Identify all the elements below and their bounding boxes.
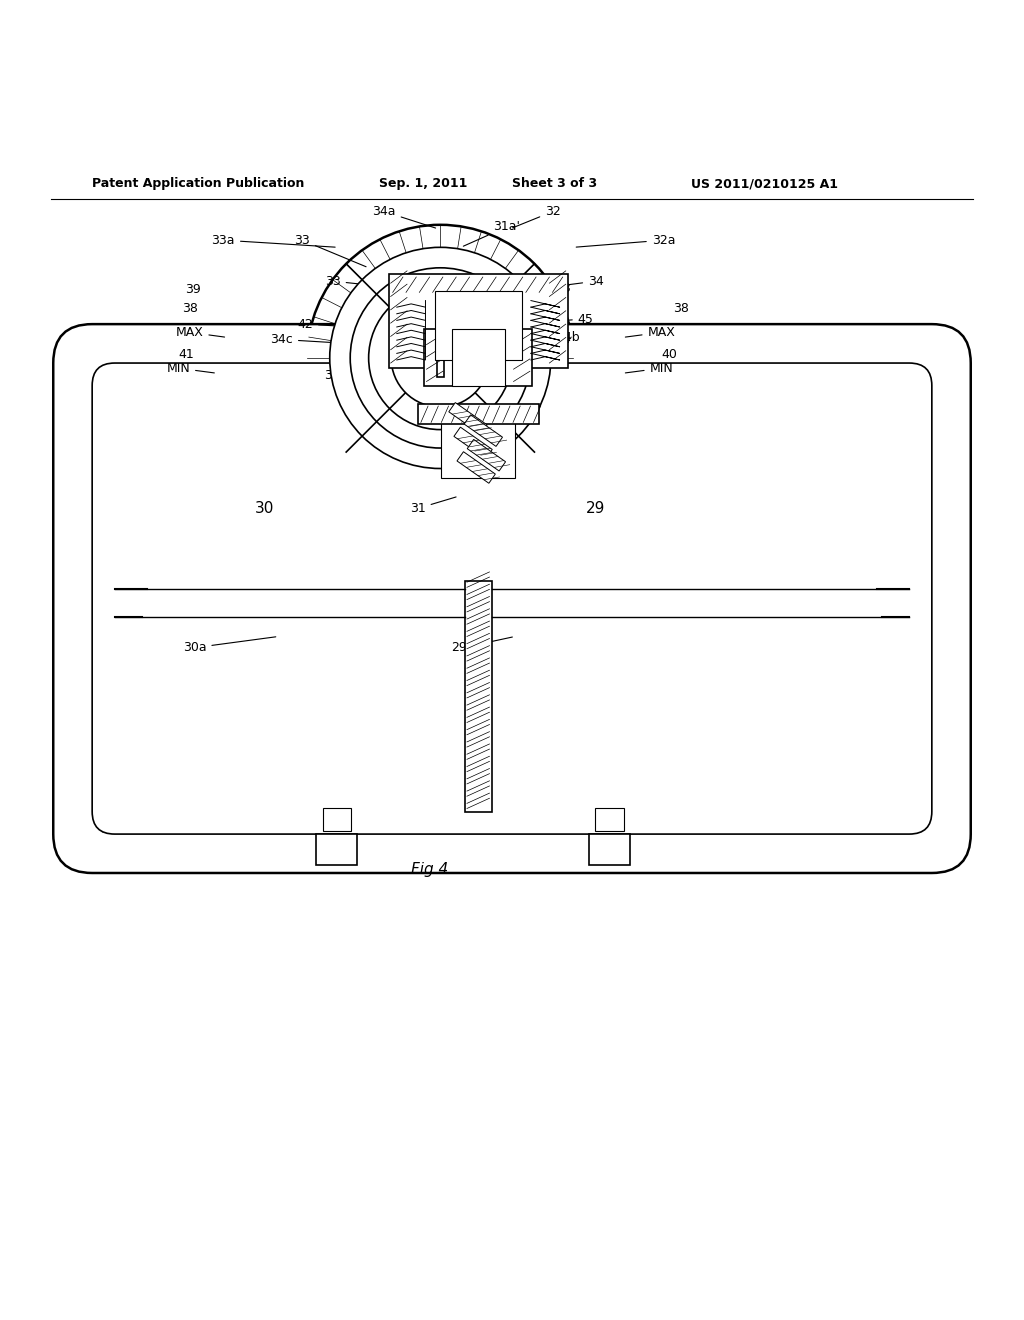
Polygon shape [449, 403, 487, 434]
Bar [595, 808, 624, 832]
Text: 33: 33 [325, 275, 407, 289]
Text: 31a': 31a' [372, 379, 435, 392]
Polygon shape [464, 414, 503, 446]
Text: 34c': 34c' [279, 450, 360, 475]
Text: 31a: 31a [417, 389, 458, 403]
Text: 34b: 34b [500, 331, 581, 350]
Text: 30: 30 [255, 502, 273, 516]
Text: Sheet 3 of 3: Sheet 3 of 3 [512, 177, 597, 190]
Text: 44: 44 [510, 333, 571, 346]
Bar [452, 329, 505, 385]
Polygon shape [454, 428, 493, 458]
Bar [425, 329, 532, 385]
Text: MAX: MAX [175, 326, 224, 339]
Bar [465, 581, 492, 812]
Text: 38: 38 [182, 302, 199, 315]
Text: 30a: 30a [182, 636, 275, 655]
Text: 38: 38 [673, 302, 689, 315]
Text: 29: 29 [587, 502, 605, 516]
Text: 41: 41 [178, 348, 195, 362]
Bar [418, 404, 539, 425]
FancyBboxPatch shape [92, 363, 932, 834]
Text: MAX: MAX [626, 326, 676, 339]
Text: 29a: 29a [452, 638, 512, 655]
Text: MIN: MIN [626, 362, 674, 375]
Text: 34b': 34b' [510, 449, 574, 475]
Text: 31a': 31a' [463, 220, 520, 247]
Text: 39: 39 [184, 282, 201, 296]
Circle shape [330, 247, 551, 469]
Text: 45: 45 [510, 313, 594, 326]
Text: Patent Application Publication: Patent Application Publication [92, 177, 304, 190]
Text: 31: 31 [410, 496, 456, 515]
Text: 33a: 33a [212, 234, 335, 247]
Text: 34c: 34c [270, 333, 381, 346]
Bar [435, 292, 522, 360]
Text: 34: 34 [520, 275, 604, 290]
Circle shape [369, 286, 512, 429]
Circle shape [307, 224, 573, 491]
Bar [316, 834, 357, 865]
Text: 40: 40 [662, 348, 678, 362]
Text: 34c: 34c [325, 368, 391, 381]
Bar [323, 808, 351, 832]
Text: MIN: MIN [166, 362, 214, 375]
Bar [441, 404, 515, 478]
Polygon shape [467, 440, 506, 471]
Bar [389, 275, 567, 368]
Text: Fig 3: Fig 3 [412, 407, 449, 422]
Text: 43: 43 [484, 281, 571, 318]
Text: Sep. 1, 2011: Sep. 1, 2011 [379, 177, 467, 190]
Circle shape [391, 309, 489, 407]
FancyBboxPatch shape [53, 325, 971, 873]
Circle shape [350, 268, 530, 447]
Text: 34b: 34b [461, 389, 489, 403]
Bar [436, 338, 444, 378]
Text: 32: 32 [513, 205, 561, 228]
Bar [589, 834, 630, 865]
Text: 42: 42 [297, 318, 391, 330]
Text: 34a: 34a [373, 205, 435, 228]
Text: US 2011/0210125 A1: US 2011/0210125 A1 [691, 177, 839, 190]
Text: Fig 4: Fig 4 [412, 862, 449, 878]
Text: 43: 43 [486, 350, 536, 363]
Text: 33: 33 [294, 234, 366, 267]
Polygon shape [457, 451, 496, 483]
Text: 32a: 32a [577, 234, 675, 247]
